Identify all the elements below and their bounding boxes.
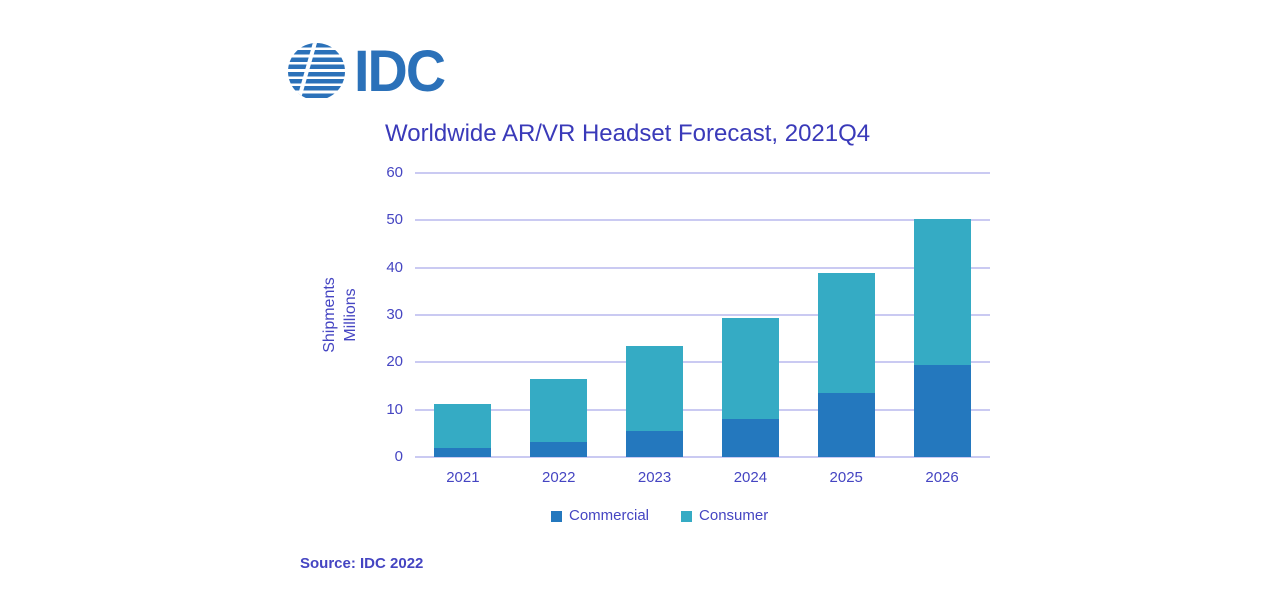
y-tick-label-0: 0 (394, 448, 403, 465)
bar-column-2023 (607, 173, 703, 457)
legend-item-consumer: Consumer (681, 507, 768, 525)
bar-segment-consumer-2021 (434, 404, 492, 449)
bar-column-2021 (415, 173, 511, 457)
stacked-bar-2026 (913, 219, 971, 457)
y-tick-label-50: 50 (386, 211, 403, 229)
stacked-bar-2025 (817, 273, 875, 457)
bar-column-2022 (511, 173, 607, 457)
y-tick-label-10: 10 (386, 400, 403, 418)
source-note: Source: IDC 2022 (300, 555, 424, 572)
bar-segment-commercial-2025 (817, 392, 875, 457)
x-axis-label-2026: 2026 (925, 469, 959, 486)
stacked-bar-2022 (530, 378, 588, 457)
y-tick-label-40: 40 (386, 258, 403, 276)
stacked-bar-2024 (721, 317, 779, 457)
bar-segment-consumer-2022 (530, 378, 588, 443)
gridline-20 (415, 361, 990, 364)
bar-segment-commercial-2022 (530, 442, 588, 457)
y-tick-label-20: 20 (386, 353, 403, 371)
bar-segment-commercial-2024 (721, 419, 779, 457)
bar-segment-commercial-2021 (434, 448, 492, 457)
gridline-0 (415, 456, 990, 458)
bar-segment-consumer-2026 (913, 219, 971, 365)
gridline-40 (415, 266, 990, 269)
x-axis-label-2024: 2024 (733, 469, 768, 486)
x-axis-label-2023: 2023 (637, 469, 672, 486)
plot-area (415, 172, 990, 458)
idc-logo-text: IDC (354, 38, 446, 104)
chart-title: Worldwide AR/VR Headset Forecast, 2021Q4 (385, 120, 871, 147)
x-axis-labels: 2021 2022 2023 2024 2025 2026 (415, 469, 990, 486)
bars (415, 173, 990, 457)
gridline-10 (415, 408, 990, 411)
y-tick-labels: 0 10 20 30 40 50 60 (340, 164, 403, 465)
bar-segment-consumer-2023 (626, 346, 684, 432)
bar-column-2025 (798, 173, 894, 457)
legend-item-commercial: Commercial (551, 507, 649, 525)
bar-column-2026 (894, 173, 990, 457)
stacked-bar-2023 (626, 346, 684, 457)
gridline-50 (415, 219, 990, 222)
y-tick-label-60: 60 (386, 164, 403, 181)
bar-column-2024 (702, 173, 798, 457)
bar-segment-consumer-2025 (817, 273, 875, 393)
x-axis-label-2022: 2022 (542, 469, 576, 486)
legend-label-commercial: Commercial (569, 507, 650, 524)
bar-segment-commercial-2023 (626, 431, 684, 457)
y-tick-label-30: 30 (386, 306, 403, 323)
idc-logo: IDC (288, 42, 448, 100)
x-axis-label-2025: 2025 (829, 469, 863, 486)
x-axis-label-2021: 2021 (446, 469, 480, 486)
legend-label-consumer: Consumer (699, 507, 769, 524)
y-axis-title-line1: Shipments (321, 277, 338, 353)
legend-swatch-consumer-icon (681, 510, 693, 522)
legend-swatch-commercial-icon (551, 510, 562, 522)
idc-globe-icon (288, 42, 345, 100)
bar-segment-consumer-2024 (721, 317, 779, 420)
stacked-bar-2021 (434, 404, 492, 457)
gridline-30 (415, 314, 990, 316)
bar-segment-commercial-2026 (913, 364, 971, 457)
legend: Commercial Consumer (551, 507, 768, 525)
gridline-60 (415, 172, 990, 174)
